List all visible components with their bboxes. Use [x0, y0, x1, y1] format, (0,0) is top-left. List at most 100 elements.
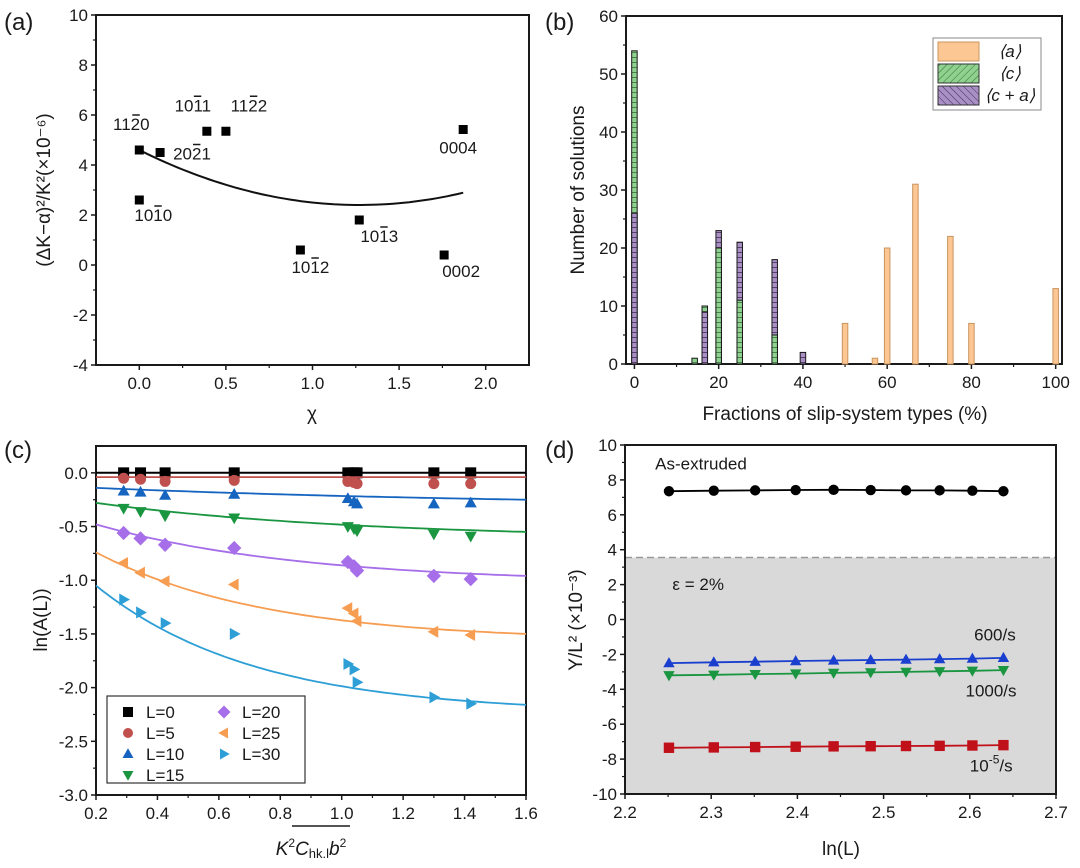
bar-c: [736, 299, 743, 365]
y-axis-title-d: Y/L² (×10⁻³): [566, 569, 587, 670]
data-point-l-0: [342, 467, 354, 479]
legend-label-a: ⟨a⟩: [999, 42, 1022, 61]
data-point-a: [155, 148, 165, 157]
legend-swatch-ca: [937, 85, 980, 106]
y-tick-label-a: 2: [79, 206, 88, 225]
data-point-l-10: [351, 497, 364, 509]
legend-c: L=0 L=5 L=10 L=15 L=20 L=25 L=30: [106, 695, 306, 785]
bar-a: [841, 322, 849, 365]
y-tick-label-c: -2.0: [59, 679, 88, 698]
hkl-label-a: 1010: [134, 206, 172, 225]
annotation-d: 10-5/s: [970, 752, 1013, 775]
legend-marker-c: [217, 705, 231, 719]
y-tick-label-a: 10: [69, 6, 88, 25]
y-tick-label-a: -2: [73, 306, 88, 325]
legend-label-c: L=30: [242, 745, 280, 764]
data-point-l-15: [159, 511, 172, 523]
data-point-l-25: [227, 578, 239, 591]
bar-a: [968, 322, 975, 365]
fit-line-l-15: [95, 502, 527, 533]
data-point-d: [900, 485, 912, 496]
x-tick-label-b: 100: [1041, 373, 1069, 392]
annotation-d: As-extruded: [655, 454, 747, 473]
data-point-l-30: [136, 606, 147, 619]
x-tick-label-c: 1.4: [453, 804, 477, 823]
data-point-d: [998, 486, 1009, 497]
x-axis-title-c: K2Chk.lb2: [276, 836, 347, 861]
data-point-a: [354, 215, 364, 225]
y-tick-label-b: 50: [599, 65, 618, 84]
x-tick-label-d: 2.7: [1044, 803, 1068, 822]
data-point-l-15: [117, 503, 130, 515]
data-point-d: [828, 484, 839, 496]
y-tick-label-a: 8: [79, 56, 88, 75]
data-point-a: [134, 145, 144, 155]
data-point-a: [134, 195, 144, 205]
x-axis-title-b: Fractions of slip-system types (%): [702, 404, 987, 425]
annotation-d: 1000/s: [965, 681, 1016, 700]
axes-c: 0.2 0.4 0.6 0.8 1.0 1.2 1.4 1.6 -3.0 -2.5 -2.0 -1.5…: [59, 445, 538, 823]
x-tick-label-a: 1.5: [387, 374, 411, 393]
y-tick-label-c: 0.0: [64, 464, 88, 483]
data-point-l-0: [159, 467, 171, 479]
data-point-l-0: [428, 467, 440, 479]
data-point-d: [663, 486, 675, 497]
y-axis-title-c: ln(A(L)): [31, 588, 52, 651]
data-point-d: [864, 668, 877, 679]
legend-marker-c: [123, 728, 133, 738]
y-tick-label-b: 40: [599, 123, 618, 142]
data-point-d: [933, 667, 946, 678]
data-point-l-20: [157, 537, 173, 552]
panel-label-b: (b): [545, 9, 574, 36]
fit-line-l-20: [95, 523, 527, 577]
hkl-label-a: 1013: [360, 227, 398, 246]
bar-a: [947, 235, 954, 365]
legend-label-c: L=0: [146, 703, 175, 722]
data-point-a: [295, 245, 305, 255]
data-point-l-10: [117, 484, 130, 496]
x-tick-label-c: 1.0: [330, 804, 354, 823]
y-axis-title-b: Number of solutions: [568, 106, 589, 275]
y-tick-label-b: 60: [599, 7, 618, 26]
bar-c: [771, 334, 778, 365]
data-point-l-20: [116, 525, 131, 541]
data-point-d: [967, 740, 978, 751]
x-tick-label-c: 0.4: [146, 804, 170, 823]
data-point-d: [708, 485, 719, 496]
data-point-l-20: [426, 568, 442, 584]
hkl-label-a: 1012: [291, 258, 329, 277]
data-point-l-30: [343, 657, 355, 671]
data-point-l-5: [465, 478, 477, 490]
y-tick-label-d: 0: [608, 611, 617, 630]
y-tick-label-c: -1.5: [59, 625, 88, 644]
y-tick-label-a: -4: [73, 356, 88, 375]
data-point-l-0: [465, 467, 477, 479]
legend-marker-c: [220, 748, 230, 760]
panel-c: (c) 0.2 0.4 0.6 0.8 1.0 1.2 1.4 1.6 -3.0 -2.5 -2.0…: [4, 437, 538, 861]
data-point-l-15: [134, 507, 147, 518]
data-point-l-0: [351, 467, 363, 479]
x-tick-label-b: 80: [962, 373, 981, 392]
data-point-l-15: [427, 529, 440, 541]
data-point-l-5: [118, 472, 130, 484]
legend-label-c: L=15: [146, 766, 184, 785]
y-tick-label-d: -4: [602, 680, 617, 699]
bar-ca: [631, 212, 638, 365]
data-point-l-20: [133, 531, 148, 546]
hkl-label-a: 1011: [175, 96, 212, 115]
data-point-l-25: [158, 575, 170, 588]
data-point-l-25: [134, 566, 145, 579]
fit-line-l-10: [95, 487, 527, 501]
y-tick-label-b: 10: [599, 297, 618, 316]
annotation-d: ε = 2%: [672, 575, 724, 594]
data-point-d: [934, 485, 945, 496]
data-point-d: [708, 656, 720, 667]
data-point-d: [790, 484, 801, 496]
data-point-l-20: [227, 540, 242, 556]
y-tick-label-d: -10: [592, 785, 617, 804]
data-point-d: [900, 667, 912, 678]
x-tick-label-d: 2.2: [613, 803, 637, 822]
legend-label-c: L=5: [146, 724, 175, 743]
x-axis-title-a: χ: [307, 404, 317, 425]
data-point-d: [663, 742, 675, 753]
